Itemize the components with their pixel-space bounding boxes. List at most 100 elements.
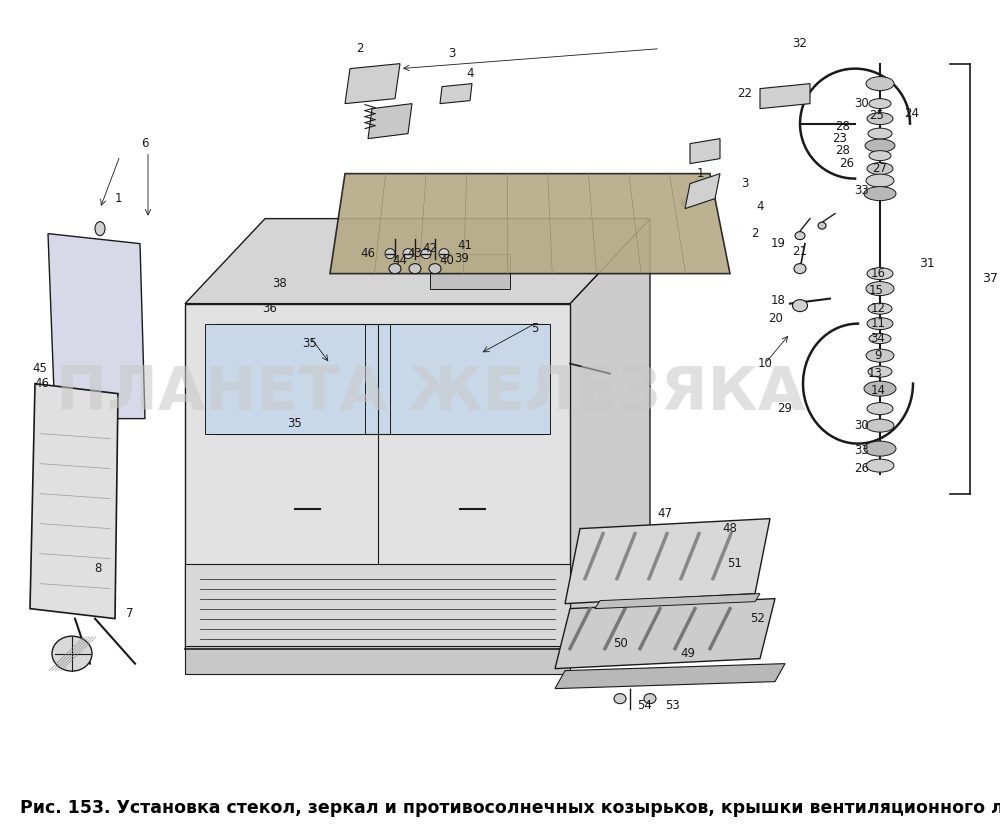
Text: Рис. 153. Установка стекол, зеркал и противосолнечных козырьков, крышки вентиляц: Рис. 153. Установка стекол, зеркал и про… bbox=[20, 799, 1000, 817]
Text: 22: 22 bbox=[738, 87, 753, 100]
Text: 27: 27 bbox=[872, 163, 888, 175]
Text: 9: 9 bbox=[874, 349, 882, 362]
Text: 3: 3 bbox=[448, 47, 456, 60]
Text: 38: 38 bbox=[273, 277, 287, 290]
Text: 43: 43 bbox=[408, 248, 422, 260]
Ellipse shape bbox=[389, 264, 401, 274]
Text: 34: 34 bbox=[871, 332, 885, 345]
Text: 49: 49 bbox=[680, 647, 696, 660]
Text: 28: 28 bbox=[836, 120, 850, 133]
Polygon shape bbox=[685, 173, 720, 209]
Polygon shape bbox=[330, 173, 730, 274]
Ellipse shape bbox=[52, 636, 92, 671]
Polygon shape bbox=[595, 594, 760, 609]
Ellipse shape bbox=[864, 381, 896, 396]
Polygon shape bbox=[430, 253, 510, 289]
Text: 48: 48 bbox=[723, 522, 737, 535]
Text: 11: 11 bbox=[870, 317, 886, 330]
Text: 1: 1 bbox=[696, 167, 704, 180]
Polygon shape bbox=[555, 599, 775, 668]
Text: 29: 29 bbox=[778, 402, 792, 415]
Text: 53: 53 bbox=[665, 699, 679, 712]
Polygon shape bbox=[390, 323, 550, 434]
Polygon shape bbox=[570, 219, 650, 648]
Ellipse shape bbox=[864, 441, 896, 456]
Text: 46: 46 bbox=[34, 377, 50, 390]
Polygon shape bbox=[185, 563, 570, 648]
Text: 51: 51 bbox=[728, 557, 742, 570]
Text: 4: 4 bbox=[756, 200, 764, 213]
Ellipse shape bbox=[867, 318, 893, 330]
Ellipse shape bbox=[409, 264, 421, 274]
Polygon shape bbox=[440, 83, 472, 104]
Text: 40: 40 bbox=[440, 254, 454, 267]
Text: 39: 39 bbox=[455, 252, 469, 265]
Text: 30: 30 bbox=[855, 97, 869, 110]
Polygon shape bbox=[690, 139, 720, 163]
Polygon shape bbox=[565, 519, 770, 604]
Polygon shape bbox=[205, 323, 365, 434]
Text: 21: 21 bbox=[792, 245, 808, 258]
Ellipse shape bbox=[865, 139, 895, 152]
Text: 45: 45 bbox=[33, 362, 47, 375]
Ellipse shape bbox=[868, 128, 892, 139]
Text: 4: 4 bbox=[466, 67, 474, 80]
Ellipse shape bbox=[866, 419, 894, 432]
Text: 36: 36 bbox=[263, 302, 277, 315]
Text: 19: 19 bbox=[770, 237, 786, 250]
Text: 23: 23 bbox=[833, 132, 847, 145]
Ellipse shape bbox=[867, 113, 893, 125]
Text: 1: 1 bbox=[114, 192, 122, 205]
Text: 52: 52 bbox=[751, 612, 765, 625]
Ellipse shape bbox=[868, 366, 892, 377]
Text: 42: 42 bbox=[422, 242, 438, 255]
Ellipse shape bbox=[792, 299, 808, 312]
Ellipse shape bbox=[868, 303, 892, 314]
Ellipse shape bbox=[867, 163, 893, 175]
Text: 15: 15 bbox=[869, 284, 883, 297]
Ellipse shape bbox=[867, 403, 893, 415]
Polygon shape bbox=[215, 323, 545, 434]
Ellipse shape bbox=[795, 232, 805, 239]
Polygon shape bbox=[48, 233, 145, 418]
Ellipse shape bbox=[867, 267, 893, 280]
Text: 16: 16 bbox=[870, 267, 886, 280]
Ellipse shape bbox=[385, 248, 395, 258]
Ellipse shape bbox=[614, 694, 626, 704]
Polygon shape bbox=[555, 663, 785, 689]
Ellipse shape bbox=[421, 248, 431, 258]
Polygon shape bbox=[30, 384, 118, 619]
Text: 35: 35 bbox=[303, 337, 317, 350]
Text: 6: 6 bbox=[141, 137, 149, 150]
Text: 12: 12 bbox=[870, 302, 886, 315]
Text: 26: 26 bbox=[840, 157, 854, 170]
Ellipse shape bbox=[866, 281, 894, 295]
Text: ПЛАНЕТА ЖЕЛЕЗЯКА: ПЛАНЕТА ЖЕЛЕЗЯКА bbox=[56, 364, 804, 423]
Text: 3: 3 bbox=[741, 177, 749, 190]
Text: 33: 33 bbox=[855, 184, 869, 197]
Ellipse shape bbox=[794, 264, 806, 274]
Text: 14: 14 bbox=[870, 384, 886, 397]
Text: 46: 46 bbox=[360, 248, 376, 260]
Text: 24: 24 bbox=[904, 107, 920, 120]
Ellipse shape bbox=[866, 77, 894, 91]
Ellipse shape bbox=[644, 694, 656, 704]
Text: 20: 20 bbox=[769, 312, 783, 325]
Text: 26: 26 bbox=[854, 462, 870, 475]
Ellipse shape bbox=[95, 222, 105, 236]
Text: 32: 32 bbox=[793, 37, 807, 50]
Polygon shape bbox=[185, 304, 570, 648]
Text: 13: 13 bbox=[868, 367, 882, 380]
Ellipse shape bbox=[866, 349, 894, 362]
Ellipse shape bbox=[869, 151, 891, 161]
Text: 31: 31 bbox=[919, 257, 935, 270]
Text: 8: 8 bbox=[94, 562, 102, 575]
Text: 50: 50 bbox=[613, 637, 627, 650]
Polygon shape bbox=[345, 64, 400, 104]
Polygon shape bbox=[368, 104, 412, 139]
Text: 7: 7 bbox=[126, 607, 134, 620]
Text: 10: 10 bbox=[758, 357, 772, 370]
Ellipse shape bbox=[866, 174, 894, 187]
Ellipse shape bbox=[818, 222, 826, 229]
Ellipse shape bbox=[439, 248, 449, 258]
